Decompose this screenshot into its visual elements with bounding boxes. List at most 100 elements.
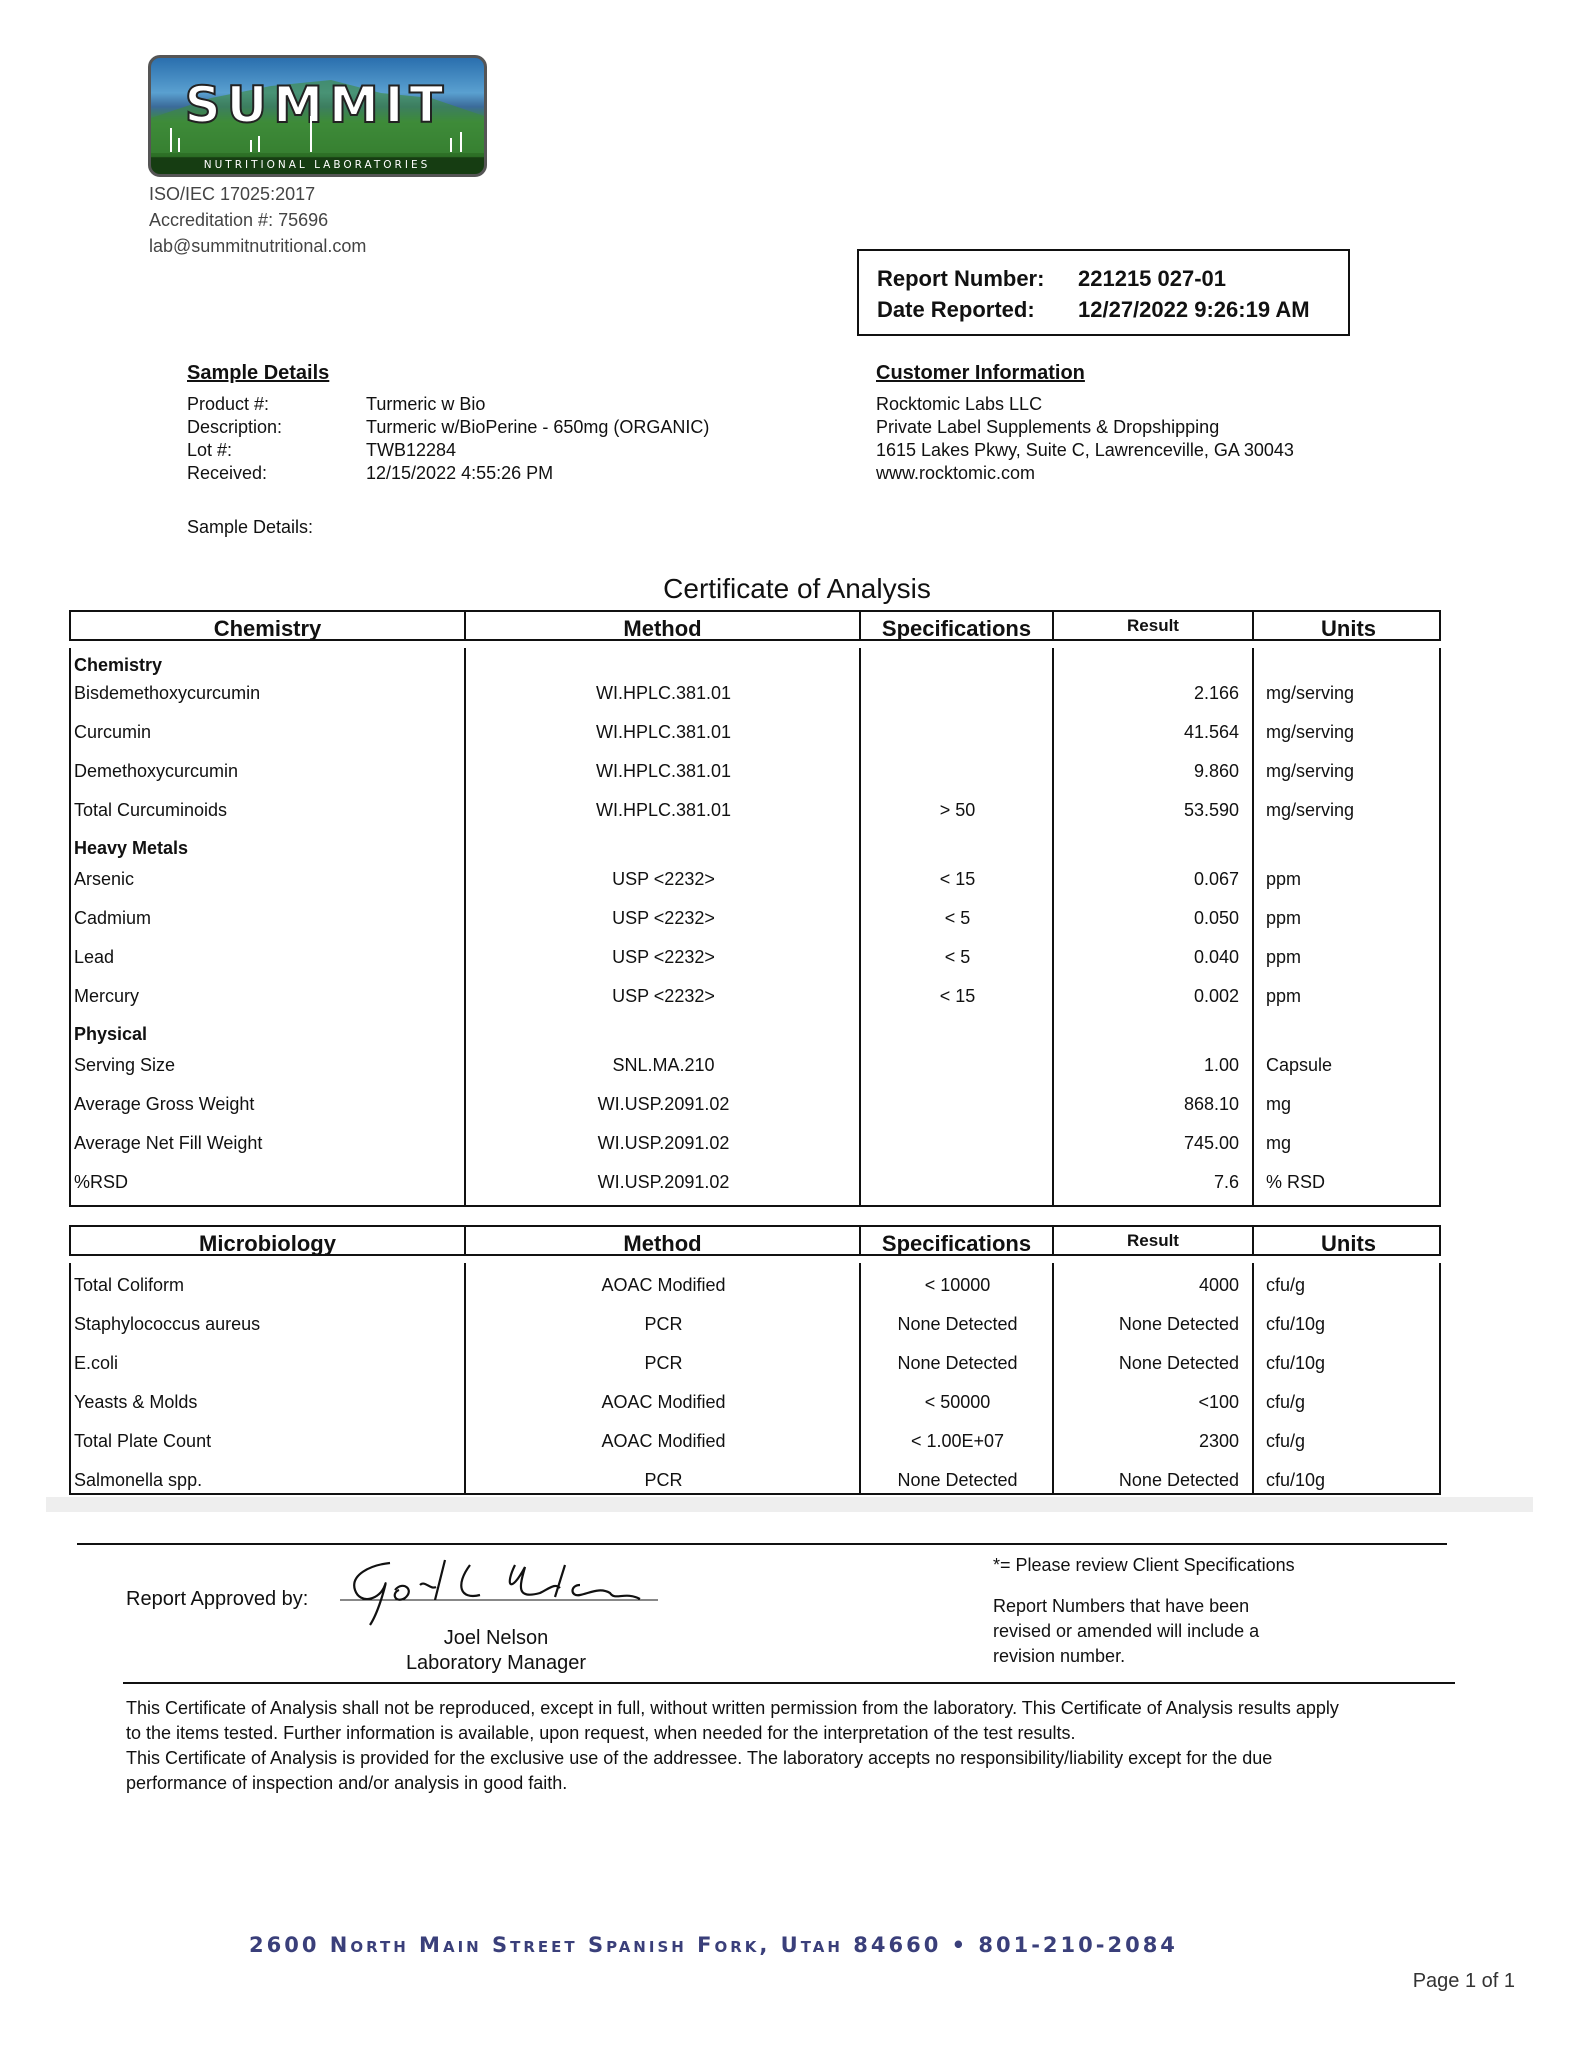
table-row: Salmonella spp. PCR None Detected None Dete… xyxy=(71,1465,1439,1495)
cell-method: PCR xyxy=(644,1353,683,1373)
cell-method: PCR xyxy=(644,1314,683,1334)
table-row: Lead USP <2232> < 5 0.040 ppm xyxy=(71,942,1439,972)
lab-info: ISO/IEC 17025:2017 Accreditation #: 7569… xyxy=(149,181,366,259)
cell-spec: None Detected xyxy=(897,1353,1018,1373)
cell-method: USP <2232> xyxy=(612,986,715,1006)
cell-method: WI.HPLC.381.01 xyxy=(595,722,732,742)
cell-name: Bisdemethoxycurcumin xyxy=(74,683,261,703)
table-row: Total Curcuminoids WI.HPLC.381.01 > 50 53.5… xyxy=(71,795,1439,825)
report-number: 221215 027-01 xyxy=(1078,266,1227,291)
cell-result: None Detected xyxy=(1118,1353,1239,1373)
sample-field-label: Received: xyxy=(187,463,268,483)
cell-spec: < 15 xyxy=(939,986,976,1006)
column-header-method: Method xyxy=(466,612,861,641)
cell-units: mg/serving xyxy=(1266,761,1355,781)
sample-field-label: Description: xyxy=(187,417,283,437)
customer-line: www.rocktomic.com xyxy=(876,463,1036,483)
cell-spec: < 15 xyxy=(939,869,976,889)
revision-note-line: Report Numbers that have been xyxy=(993,1596,1250,1616)
cell-units: ppm xyxy=(1266,947,1302,967)
revision-note-line: revised or amended will include a xyxy=(993,1621,1260,1641)
column-header-units: Units xyxy=(1321,1231,1376,1256)
cell-name: Total Curcuminoids xyxy=(74,800,228,820)
customer-info-heading: Customer Information xyxy=(876,362,1085,384)
cell-method: WI.HPLC.381.01 xyxy=(595,800,732,820)
cell-units: cfu/10g xyxy=(1266,1470,1326,1490)
micro-body: Total Coliform AOAC Modified < 10000 4000 cf… xyxy=(69,1263,1441,1495)
cell-name: Total Coliform xyxy=(74,1275,185,1295)
cell-units: cfu/g xyxy=(1266,1275,1306,1295)
approver-name: Joel Nelson xyxy=(443,1627,549,1649)
page-number: Page 1 of 1 xyxy=(1412,1970,1515,1992)
section-label: Chemistry xyxy=(74,655,163,675)
disclaimer-line: to the items tested. Further information… xyxy=(126,1723,1076,1743)
sample-labels: Product #: Description: Lot #: Received: xyxy=(187,393,282,485)
cell-name: Staphylococcus aureus xyxy=(74,1314,261,1334)
cell-name: Average Gross Weight xyxy=(74,1094,255,1114)
cell-name: Arsenic xyxy=(74,869,135,889)
revision-note-line: revision number. xyxy=(993,1646,1126,1666)
footer-address: 2600 North Main Street Spanish Fork, Uta… xyxy=(249,1933,1178,1957)
cell-result: None Detected xyxy=(1118,1314,1239,1334)
signature xyxy=(340,1555,660,1630)
table-row: Demethoxycurcumin WI.HPLC.381.01 9.860 mg/s… xyxy=(71,756,1439,786)
cell-units: cfu/10g xyxy=(1266,1353,1326,1373)
cell-spec: > 50 xyxy=(939,800,976,820)
sample-field-value: TWB12284 xyxy=(366,440,457,460)
cell-spec: < 50000 xyxy=(924,1392,991,1412)
cell-method: USP <2232> xyxy=(612,947,715,967)
divider xyxy=(123,1682,1455,1684)
table-row: Total Plate Count AOAC Modified < 1.00E+07… xyxy=(71,1426,1439,1456)
column-header-chemistry: Chemistry xyxy=(71,612,466,641)
disclaimer: This Certificate of Analysis shall not b… xyxy=(126,1696,1339,1796)
cell-spec: < 1.00E+07 xyxy=(910,1431,1005,1451)
cell-units: % RSD xyxy=(1266,1172,1326,1192)
cell-name: Yeasts & Molds xyxy=(74,1392,198,1412)
section-label: Heavy Metals xyxy=(74,838,189,858)
cell-units: cfu/g xyxy=(1266,1392,1306,1412)
cell-spec: < 5 xyxy=(944,947,971,967)
customer-line: Rocktomic Labs LLC xyxy=(876,394,1043,414)
table-row: Arsenic USP <2232> < 15 0.067 ppm xyxy=(71,864,1439,894)
section-row: Physical xyxy=(71,1019,1439,1049)
cell-method: WI.HPLC.381.01 xyxy=(595,683,732,703)
svg-text:SUMMIT: SUMMIT xyxy=(185,76,450,134)
cell-name: E.coli xyxy=(74,1353,119,1373)
table-row: Bisdemethoxycurcumin WI.HPLC.381.01 2.166 m… xyxy=(71,678,1439,708)
cell-name: Mercury xyxy=(74,986,140,1006)
cell-method: WI.USP.2091.02 xyxy=(597,1172,730,1192)
customer-line: Private Label Supplements & Dropshipping xyxy=(876,417,1220,437)
column-header-result: Result xyxy=(1054,612,1254,639)
table-row: Total Coliform AOAC Modified < 10000 4000 cf… xyxy=(71,1270,1439,1300)
column-divider xyxy=(859,1263,861,1493)
cell-result: 41.564 xyxy=(1183,722,1239,742)
table-row: Average Net Fill Weight WI.USP.2091.02 745… xyxy=(71,1128,1439,1158)
chemistry-body: Chemistry Bisdemethoxycurcumin WI.HPLC.381… xyxy=(69,648,1441,1207)
cell-result: 868.10 xyxy=(1183,1094,1239,1114)
cell-units: mg xyxy=(1266,1094,1292,1114)
date-reported-label: Date Reported: xyxy=(877,297,1035,322)
cell-name: Cadmium xyxy=(74,908,152,928)
accreditation-text: Accreditation #: 75696 xyxy=(149,210,329,230)
column-header-microbiology: Microbiology xyxy=(71,1227,466,1256)
cell-result: 0.002 xyxy=(1193,986,1239,1006)
lab-email: lab@summitnutritional.com xyxy=(149,236,367,256)
column-header-method: Method xyxy=(466,1227,861,1256)
sample-values: Turmeric w Bio Turmeric w/BioPerine - 650… xyxy=(366,393,709,485)
cell-method: USP <2232> xyxy=(612,869,715,889)
sample-field-value: Turmeric w Bio xyxy=(366,394,486,414)
column-divider xyxy=(859,648,861,1205)
report-number-label: Report Number: xyxy=(877,266,1045,291)
cell-units: Capsule xyxy=(1266,1055,1333,1075)
table-row: Staphylococcus aureus PCR None Detected Non… xyxy=(71,1309,1439,1339)
cell-result: 745.00 xyxy=(1183,1133,1239,1153)
column-header-units: Units xyxy=(1321,616,1376,641)
column-header-result: Result xyxy=(1054,1227,1254,1254)
cell-units: cfu/10g xyxy=(1266,1314,1326,1334)
table-row: Serving Size SNL.MA.210 1.00 Capsule xyxy=(71,1050,1439,1080)
cell-result: 0.067 xyxy=(1193,869,1239,889)
cell-units: ppm xyxy=(1266,869,1302,889)
cell-method: USP <2232> xyxy=(612,908,715,928)
certificate-title: Certificate of Analysis xyxy=(663,573,931,604)
sample-details-heading: Sample Details xyxy=(187,362,330,384)
